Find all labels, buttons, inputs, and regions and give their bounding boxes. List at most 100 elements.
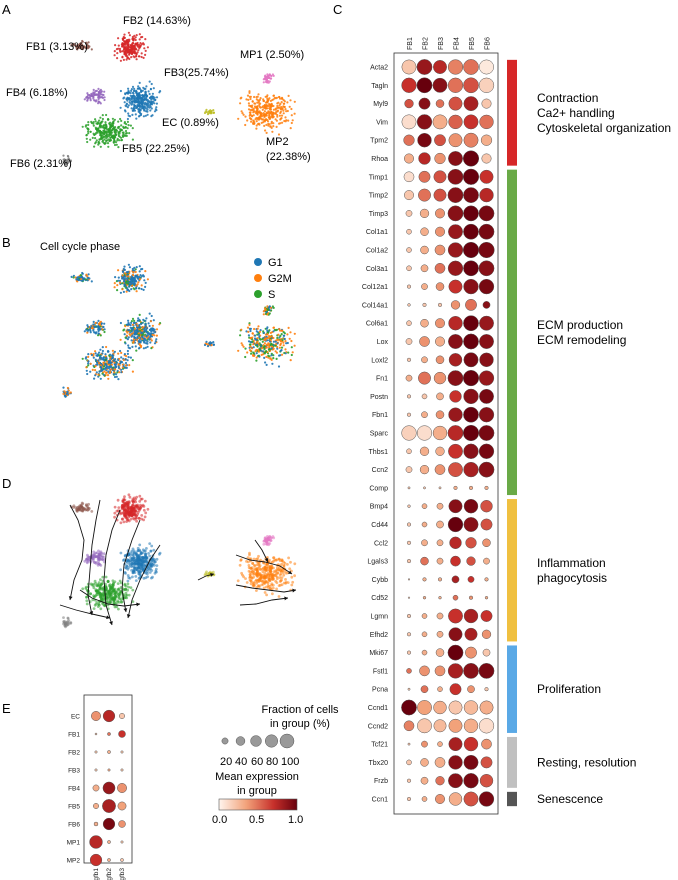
velocity-point <box>122 520 126 524</box>
category-bar-0 <box>507 59 517 166</box>
velocity-point <box>239 558 243 562</box>
cycle-point <box>138 270 141 273</box>
dot-ccl2-fb3 <box>436 539 444 547</box>
dot-timp2-fb6 <box>479 187 494 203</box>
cycle-point <box>63 390 66 393</box>
dot-col12a1-fb3 <box>435 282 445 291</box>
cell-point-fb5 <box>92 121 95 124</box>
cell-point-ec <box>210 112 213 115</box>
velocity-point <box>98 551 102 555</box>
category-label-3-0: Proliferation <box>537 682 601 696</box>
cell-point-mp2 <box>256 113 259 116</box>
velocity-point <box>293 562 297 566</box>
cell-point-mp2 <box>289 99 292 102</box>
cell-point-fb3 <box>146 108 149 111</box>
cycle-point <box>265 350 268 353</box>
velocity-point <box>264 568 268 572</box>
cell-point-mp2 <box>257 118 260 121</box>
cycle-point <box>246 326 250 329</box>
velocity-point <box>142 518 146 522</box>
cycle-point <box>271 362 274 365</box>
cell-point-fb5 <box>85 137 88 140</box>
velocity-point <box>255 589 258 592</box>
cycle-point <box>101 349 104 353</box>
velocity-stream-1 <box>87 499 101 616</box>
cycle-point <box>101 328 104 331</box>
dot-vim-fb1 <box>401 114 417 130</box>
cycle-point <box>134 270 137 274</box>
cell-point-mp2 <box>271 130 274 133</box>
cycle-point <box>142 288 145 291</box>
cell-point-fb2 <box>118 49 122 52</box>
cell-point-mp2 <box>293 100 296 103</box>
cell-point-fb5 <box>101 117 104 121</box>
gene-label-lgmn: Lgmn <box>370 614 388 621</box>
gene-label-tcf21: Tcf21 <box>371 742 388 749</box>
cell-point-fb3 <box>131 113 134 116</box>
cycle-point <box>269 335 272 338</box>
cycle-point <box>272 354 275 357</box>
cycle-point <box>129 334 132 337</box>
cycle-point <box>138 287 141 290</box>
dot-postn-fb3 <box>436 392 444 401</box>
dot-col6a1-fb1 <box>406 320 412 326</box>
gene-label-timp2: Timp2 <box>369 193 388 200</box>
dot-col3a1-fb5 <box>463 260 479 277</box>
cycle-point <box>287 326 290 329</box>
cycle-point <box>133 288 136 291</box>
dot-col12a1-fb4 <box>448 279 463 294</box>
cycle-point <box>251 332 254 335</box>
velocity-point <box>137 561 141 565</box>
velocity-point <box>124 514 127 518</box>
dot-loxl2-fb6 <box>479 352 494 367</box>
cycle-point <box>150 339 153 342</box>
velocity-point <box>131 588 135 592</box>
cycle-point <box>120 361 123 364</box>
cell-point-ec <box>212 111 215 114</box>
cell-point-mp2 <box>278 96 281 99</box>
cell-point-fb2 <box>142 43 145 46</box>
dot-e-fb1-tgfb2 <box>107 732 111 736</box>
cell-point-fb5 <box>94 126 97 129</box>
cell-point-fb5 <box>95 139 98 142</box>
cycle-point <box>121 274 124 277</box>
cycle-point <box>146 278 149 281</box>
cell-point-fb5 <box>94 132 97 136</box>
cell-point-fb3 <box>127 91 130 94</box>
velocity-point <box>134 500 138 504</box>
dot-fn1-fb4 <box>447 370 464 386</box>
cycle-point <box>284 352 287 355</box>
cell-point-fb5 <box>124 132 128 135</box>
cell-point-mp2 <box>248 95 251 98</box>
dot-bmp4-fb4 <box>448 499 463 514</box>
velocity-arrowhead <box>68 596 73 600</box>
cycle-point <box>125 280 128 283</box>
velocity-point <box>250 576 254 580</box>
velocity-point <box>123 554 127 558</box>
color-legend-title-2: in group <box>237 785 277 797</box>
velocity-stream-5 <box>79 589 141 607</box>
cycle-point <box>128 266 131 269</box>
label-fb3: FB3(25.74%) <box>164 67 229 79</box>
cell-point-fb1 <box>85 41 88 44</box>
velocity-point <box>268 587 272 591</box>
cell-point-fb3 <box>142 115 145 118</box>
cell-point-mp2 <box>265 131 268 134</box>
velocity-point <box>276 572 279 575</box>
velocity-point <box>124 591 128 595</box>
cell-point-mp2 <box>256 111 259 114</box>
dot-lox-fb3 <box>435 336 445 347</box>
velocity-point <box>270 573 274 576</box>
cycle-point <box>272 336 275 340</box>
cycle-point <box>257 350 260 353</box>
velocity-point <box>148 542 152 545</box>
velocity-point <box>86 508 90 512</box>
cell-point-fb2 <box>113 54 116 57</box>
dot-sparc-fb2 <box>416 425 433 441</box>
gene-label-ccn1: Ccn1 <box>372 797 388 804</box>
cycle-point <box>114 373 118 376</box>
velocity-point <box>150 576 153 580</box>
dot-acta2-fb1 <box>401 59 417 75</box>
cell-point-fb5 <box>99 145 102 148</box>
cell-point-fb2 <box>128 34 131 37</box>
